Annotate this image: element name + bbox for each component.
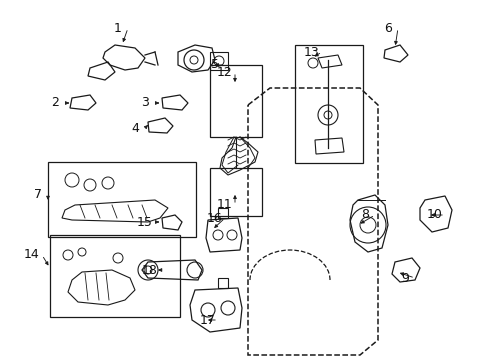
Text: 10: 10 (426, 208, 442, 221)
Text: 9: 9 (400, 271, 408, 284)
Text: 12: 12 (217, 66, 232, 78)
Bar (48, 162, 196, 237)
Bar (209, 65, 262, 137)
Text: 11: 11 (217, 198, 232, 211)
Text: 2: 2 (51, 96, 59, 109)
Text: 7: 7 (34, 189, 42, 202)
Text: 6: 6 (383, 22, 391, 35)
Text: 14: 14 (24, 248, 40, 261)
Text: 8: 8 (360, 208, 368, 221)
Text: 15: 15 (137, 216, 153, 229)
Text: 13: 13 (304, 45, 319, 58)
Bar (209, 52, 227, 70)
Bar (209, 168, 262, 216)
Text: 3: 3 (141, 96, 149, 109)
Text: 1: 1 (114, 22, 122, 35)
Text: 4: 4 (131, 122, 139, 135)
Text: 18: 18 (142, 264, 158, 276)
Text: 5: 5 (210, 58, 219, 72)
Bar (50, 235, 180, 317)
Text: 16: 16 (207, 211, 223, 225)
Bar (294, 45, 362, 163)
Text: 17: 17 (200, 314, 216, 327)
